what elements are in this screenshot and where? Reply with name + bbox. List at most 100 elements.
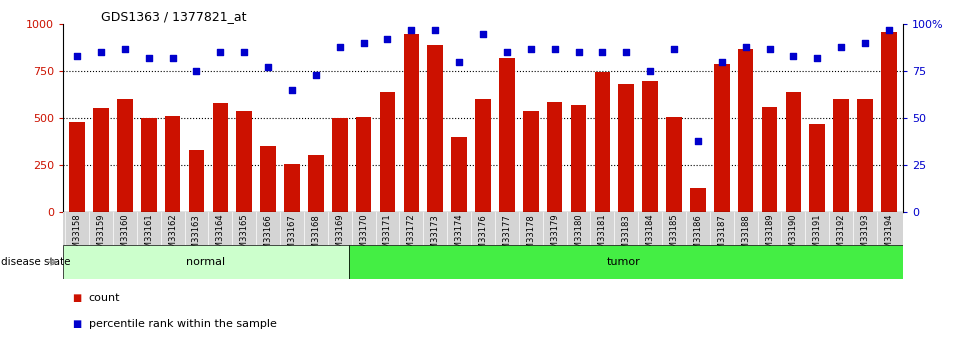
Bar [94,108,109,212]
Point [667,46,682,51]
Bar [810,124,825,212]
Text: GSM33188: GSM33188 [741,214,751,259]
Text: GSM33190: GSM33190 [789,214,798,259]
Point [141,55,156,61]
Point [404,27,419,32]
Bar [350,245,903,279]
Text: GSM33163: GSM33163 [192,214,201,259]
Text: GSM33159: GSM33159 [97,214,105,259]
Point [261,65,276,70]
Bar [738,49,753,212]
Point [857,40,872,46]
Bar [499,58,515,212]
Bar [881,32,896,212]
Text: GSM33189: GSM33189 [765,214,774,259]
Text: GSM33192: GSM33192 [837,214,845,259]
Text: GSM33168: GSM33168 [311,214,321,259]
Point [618,50,634,55]
Point [834,44,849,49]
Point [284,87,299,93]
Point [332,44,348,49]
Bar [165,116,181,212]
Bar [117,99,132,212]
Bar [714,63,729,212]
Text: GSM33166: GSM33166 [264,214,272,259]
Text: GSM33171: GSM33171 [383,214,392,259]
Text: GSM33172: GSM33172 [407,214,416,259]
Text: GSM33183: GSM33183 [622,214,631,259]
Bar [404,33,419,212]
Point [881,27,896,32]
Text: GSM33169: GSM33169 [335,214,344,259]
Point [762,46,778,51]
Point [595,50,611,55]
Text: GSM33176: GSM33176 [478,214,488,259]
Text: count: count [89,294,121,303]
Bar [355,117,371,212]
Point [738,44,753,49]
Point [308,72,324,78]
Bar [642,80,658,212]
Bar [857,99,872,212]
Text: GSM33177: GSM33177 [502,214,511,259]
Text: tumor: tumor [607,257,640,267]
Point [188,68,204,74]
Bar [237,111,252,212]
Bar [63,245,350,279]
Bar [332,118,348,212]
Text: GSM33160: GSM33160 [121,214,129,259]
Point [499,50,515,55]
Text: GSM33162: GSM33162 [168,214,177,259]
Bar [284,164,299,212]
Point [213,50,228,55]
Point [117,46,132,51]
Point [475,31,491,36]
Point [70,53,85,59]
Bar [595,72,611,212]
Bar [618,84,634,212]
Point [237,50,252,55]
Bar [523,111,538,212]
Text: percentile rank within the sample: percentile rank within the sample [89,319,276,329]
Text: GSM33173: GSM33173 [431,214,440,259]
Bar [308,155,324,212]
Point [451,59,467,65]
Bar [451,137,467,212]
Bar [213,103,228,212]
Point [714,59,729,65]
Bar [547,102,562,212]
Text: GSM33181: GSM33181 [598,214,607,259]
Point [785,53,801,59]
Point [642,68,658,74]
Point [94,50,109,55]
Point [380,37,395,42]
Bar [188,150,204,212]
Point [355,40,371,46]
Text: GSM33180: GSM33180 [574,214,583,259]
Bar [475,99,491,212]
Point [571,50,586,55]
Point [810,55,825,61]
Text: GSM33179: GSM33179 [550,214,559,259]
Text: ■: ■ [72,294,82,303]
Text: GSM33185: GSM33185 [669,214,678,259]
Text: GSM33174: GSM33174 [455,214,464,259]
Text: GSM33194: GSM33194 [885,214,894,259]
Bar [380,92,395,212]
Bar [785,92,801,212]
Text: GSM33178: GSM33178 [526,214,535,259]
Bar [428,45,443,212]
Text: GSM33164: GSM33164 [215,214,225,259]
Bar [571,105,586,212]
Text: GSM33170: GSM33170 [359,214,368,259]
Text: normal: normal [186,257,226,267]
Point [547,46,562,51]
Text: GSM33158: GSM33158 [72,214,81,259]
Point [523,46,538,51]
Point [165,55,181,61]
Bar [834,99,849,212]
Text: disease state: disease state [1,257,71,267]
Text: GSM33187: GSM33187 [718,214,726,259]
Bar [261,146,276,212]
Text: GSM33191: GSM33191 [812,214,822,259]
